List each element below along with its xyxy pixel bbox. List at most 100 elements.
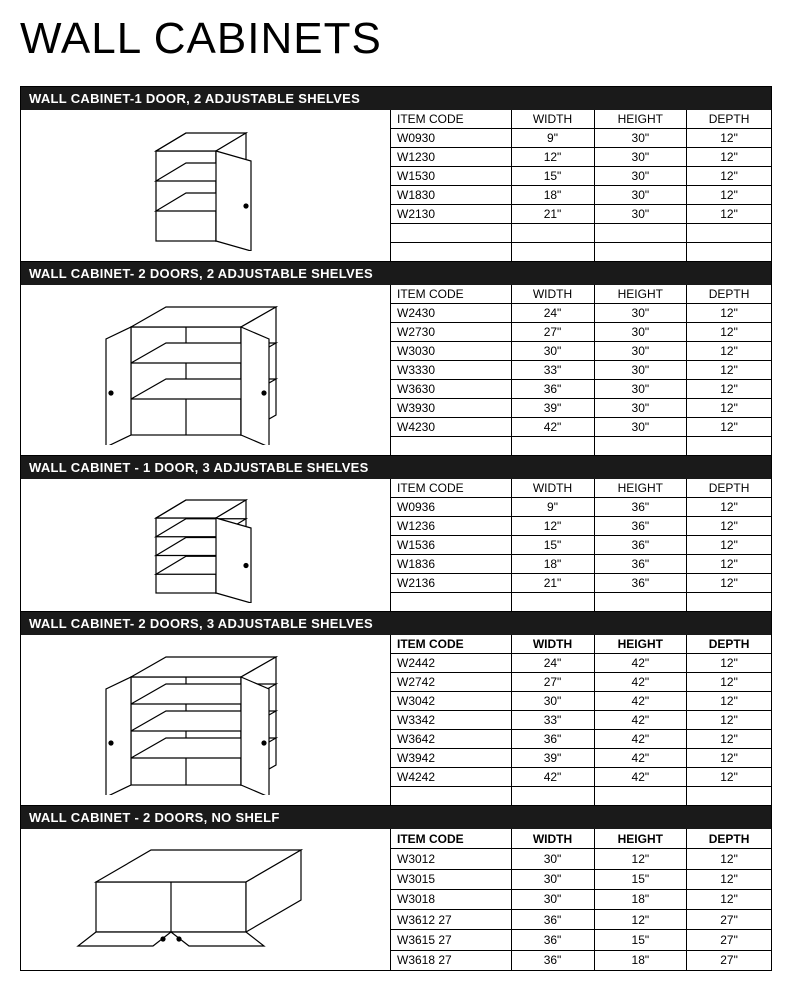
table-header-cell: HEIGHT: [594, 285, 687, 304]
table-cell: 36": [511, 730, 594, 749]
cabinet-illustration: [21, 829, 391, 970]
table-cell: W2730: [391, 323, 511, 342]
table-cell: W2442: [391, 654, 511, 673]
table-row: W301830"18"12": [391, 889, 771, 909]
table-header-cell: ITEM CODE: [391, 285, 511, 304]
table-cell: W1830: [391, 186, 511, 205]
table-cell: 30": [594, 342, 687, 361]
table-cell: W4230: [391, 418, 511, 437]
table-cell: 27": [687, 910, 771, 930]
table-cell: [391, 243, 511, 262]
table-cell: W3042: [391, 692, 511, 711]
table-row: W183018"30"12": [391, 186, 771, 205]
section-header: WALL CABINET- 2 DOORS, 3 ADJUSTABLE SHEL…: [21, 612, 771, 635]
table-cell: 33": [511, 361, 594, 380]
table-cell: 12": [687, 517, 771, 536]
section-body: ITEM CODEWIDTHHEIGHTDEPTHW09369"36"12"W1…: [21, 479, 771, 611]
table-cell: 12": [687, 205, 771, 224]
table-cell: W1536: [391, 536, 511, 555]
table-cell: [687, 437, 771, 456]
table-cell: 12": [511, 148, 594, 167]
table-header-cell: DEPTH: [687, 285, 771, 304]
table-cell: 36": [511, 930, 594, 950]
table-cell: W3630: [391, 380, 511, 399]
table-row: W183618"36"12": [391, 555, 771, 574]
table-row: W153015"30"12": [391, 167, 771, 186]
table-cell: 12": [687, 711, 771, 730]
table-header-cell: HEIGHT: [594, 110, 687, 129]
table-header-cell: HEIGHT: [594, 479, 687, 498]
table-cell: 12": [687, 574, 771, 593]
table-cell: W2130: [391, 205, 511, 224]
table-cell: 12": [687, 654, 771, 673]
table-cell: [687, 593, 771, 612]
table-header-cell: ITEM CODE: [391, 635, 511, 654]
table-row: W423042"30"12": [391, 418, 771, 437]
table-cell: 15": [594, 930, 687, 950]
table-row-blank: [391, 593, 771, 612]
table-row: W303030"30"12": [391, 342, 771, 361]
table-cell: 21": [511, 205, 594, 224]
table-cell: [594, 243, 687, 262]
table-cell: 30": [594, 418, 687, 437]
table-cell: 27": [511, 323, 594, 342]
table-cell: 12": [687, 869, 771, 889]
section-header: WALL CABINET - 2 DOORS, NO SHELF: [21, 806, 771, 829]
table-cell: W3015: [391, 869, 511, 889]
table-cell: [594, 593, 687, 612]
table-cell: 36": [594, 536, 687, 555]
table-cell: 36": [594, 574, 687, 593]
table-cell: 42": [594, 711, 687, 730]
table-cell: [391, 593, 511, 612]
table-cell: W3018: [391, 889, 511, 909]
table-cell: 12": [687, 749, 771, 768]
table-cell: 15": [511, 536, 594, 555]
table-cell: 24": [511, 654, 594, 673]
table-header-cell: WIDTH: [511, 285, 594, 304]
table-header-cell: HEIGHT: [594, 635, 687, 654]
cabinet-section: WALL CABINET-1 DOOR, 2 ADJUSTABLE SHELVE…: [20, 86, 772, 262]
table-cell: [511, 787, 594, 806]
table-row: W301530"15"12": [391, 869, 771, 889]
table-cell: 18": [511, 186, 594, 205]
section-body: ITEM CODEWIDTHHEIGHTDEPTHW301230"12"12"W…: [21, 829, 771, 970]
table-row: W153615"36"12": [391, 536, 771, 555]
table-cell: W4242: [391, 768, 511, 787]
table-cell: W3330: [391, 361, 511, 380]
table-cell: 9": [511, 498, 594, 517]
table-cell: [391, 437, 511, 456]
table-cell: 27": [511, 673, 594, 692]
table-cell: 36": [594, 517, 687, 536]
section-body: ITEM CODEWIDTHHEIGHTDEPTHW09309"30"12"W1…: [21, 110, 771, 261]
table-cell: [511, 593, 594, 612]
table-cell: 42": [594, 692, 687, 711]
table-row: W333033"30"12": [391, 361, 771, 380]
table-cell: 12": [687, 673, 771, 692]
cabinet-illustration: [21, 479, 391, 611]
section-body: ITEM CODEWIDTHHEIGHTDEPTHW243024"30"12"W…: [21, 285, 771, 455]
table-row: W301230"12"12": [391, 849, 771, 869]
section-header: WALL CABINET - 1 DOOR, 3 ADJUSTABLE SHEL…: [21, 456, 771, 479]
table-cell: 30": [594, 167, 687, 186]
table-cell: W2136: [391, 574, 511, 593]
table-cell: 36": [511, 950, 594, 970]
table-header-cell: ITEM CODE: [391, 829, 511, 849]
table-cell: 12": [687, 555, 771, 574]
table-cell: 42": [511, 418, 594, 437]
table-cell: 42": [594, 749, 687, 768]
table-cell: 12": [687, 380, 771, 399]
spec-table: ITEM CODEWIDTHHEIGHTDEPTHW243024"30"12"W…: [391, 285, 771, 455]
table-header-cell: DEPTH: [687, 635, 771, 654]
table-cell: 12": [687, 186, 771, 205]
table-cell: 12": [687, 498, 771, 517]
table-row: W3618 2736"18"27": [391, 950, 771, 970]
table-cell: 30": [594, 129, 687, 148]
table-cell: 12": [594, 849, 687, 869]
table-row: W3612 2736"12"27": [391, 910, 771, 930]
table-cell: W3030: [391, 342, 511, 361]
table-cell: W3612 27: [391, 910, 511, 930]
page: WALL CABINETS WALL CABINET-1 DOOR, 2 ADJ…: [0, 0, 792, 991]
cabinet-illustration: [21, 110, 391, 261]
table-row: W394239"42"12": [391, 749, 771, 768]
table-cell: 12": [687, 304, 771, 323]
